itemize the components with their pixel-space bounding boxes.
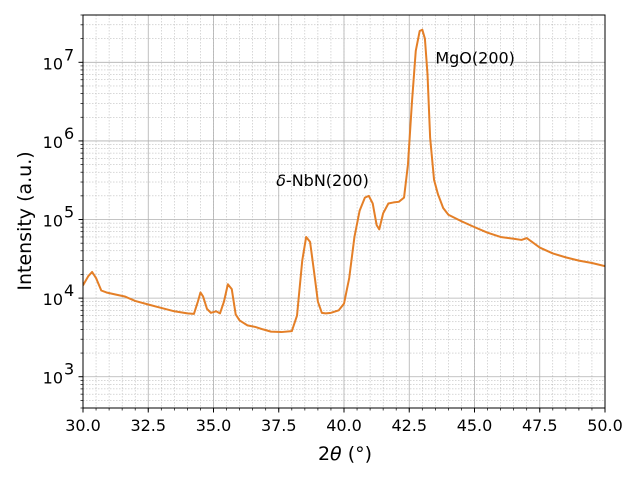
series-layer <box>83 28 605 334</box>
y-axis-label: Intensity (a.u.) <box>14 151 36 290</box>
x-tick-label: 35.0 <box>196 416 232 435</box>
x-axis-label: 2θ (°) <box>318 443 372 465</box>
series-line <box>83 28 605 334</box>
x-tick-label: 30.0 <box>65 416 101 435</box>
x-tick-label: 32.5 <box>130 416 166 435</box>
y-tick-label: 10 <box>43 369 63 388</box>
y-tick-label: 10 <box>43 290 63 309</box>
annotation-nbn-peak: δ-NbN(200) <box>276 171 369 190</box>
y-tick-exponent: 5 <box>64 203 74 222</box>
annotation-mgo-peak: MgO(200) <box>435 49 515 68</box>
y-tick-base: 10 <box>43 133 63 152</box>
y-tick-base: 10 <box>43 290 63 309</box>
x-tick-labels: 30.0 32.5 35.0 37.5 40.0 42.5 45.0 47.5 50.0 <box>65 416 623 435</box>
y-tick-label: 10 <box>43 212 63 231</box>
y-tick-base: 10 <box>43 54 63 73</box>
x-tick-label: 42.5 <box>391 416 427 435</box>
axis-ticks <box>78 14 606 413</box>
y-tick-base: 10 <box>43 212 63 231</box>
y-tick-label: 10 <box>43 133 63 152</box>
x-tick-label: 50.0 <box>587 416 623 435</box>
y-tick-base: 10 <box>43 369 63 388</box>
major-grid <box>82 15 606 408</box>
x-tick-label: 40.0 <box>326 416 362 435</box>
y-tick-exponent: 3 <box>64 360 74 379</box>
y-tick-label: 10 <box>43 54 63 73</box>
y-tick-exponent: 7 <box>64 45 74 64</box>
y-tick-exponent: 4 <box>64 281 74 300</box>
x-tick-label: 47.5 <box>522 416 558 435</box>
x-tick-label: 37.5 <box>261 416 297 435</box>
y-tick-exponent: 6 <box>64 124 74 143</box>
x-tick-label: 45.0 <box>457 416 493 435</box>
